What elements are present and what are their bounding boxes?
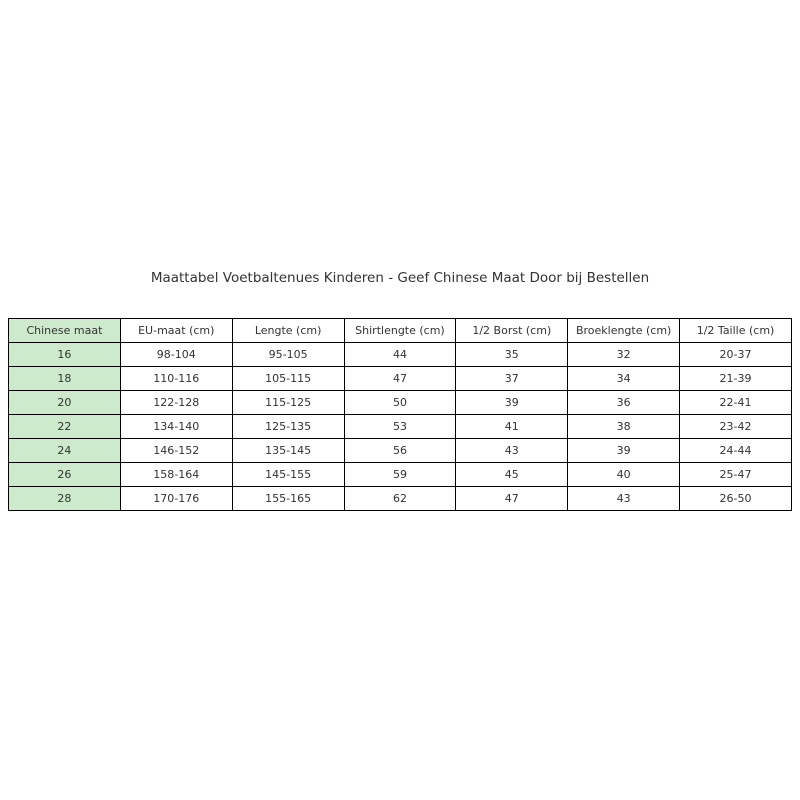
data-cell: 135-145 bbox=[231, 438, 345, 463]
row-label-cell: 28 bbox=[8, 486, 121, 511]
data-cell: 38 bbox=[567, 414, 681, 439]
data-cell: 95-105 bbox=[231, 342, 345, 367]
data-cell: 39 bbox=[455, 390, 569, 415]
header-cell: 1/2 Taille (cm) bbox=[679, 318, 792, 343]
data-cell: 59 bbox=[343, 462, 457, 487]
table-row: 28 170-176 155-165 62 47 43 26-50 bbox=[8, 486, 792, 511]
data-cell: 21-39 bbox=[679, 366, 792, 391]
header-cell: Lengte (cm) bbox=[231, 318, 345, 343]
data-cell: 20-37 bbox=[679, 342, 792, 367]
data-cell: 98-104 bbox=[119, 342, 233, 367]
data-cell: 43 bbox=[567, 486, 681, 511]
data-cell: 115-125 bbox=[231, 390, 345, 415]
table-body: 16 98-104 95-105 44 35 32 20-37 18 110-116 105-11… bbox=[8, 342, 792, 511]
row-label-cell: 22 bbox=[8, 414, 121, 439]
table-row: 24 146-152 135-145 56 43 39 24-44 bbox=[8, 438, 792, 463]
data-cell: 47 bbox=[343, 366, 457, 391]
table-row: 26 158-164 145-155 59 45 40 25-47 bbox=[8, 462, 792, 487]
table-row: 22 134-140 125-135 53 41 38 23-42 bbox=[8, 414, 792, 439]
data-cell: 41 bbox=[455, 414, 569, 439]
size-table: Chinese maat EU-maat (cm) Lengte (cm) Shirt… bbox=[8, 318, 792, 511]
data-cell: 45 bbox=[455, 462, 569, 487]
table-header-row: Chinese maat EU-maat (cm) Lengte (cm) Shirt… bbox=[8, 318, 792, 343]
table-row: 18 110-116 105-115 47 37 34 21-39 bbox=[8, 366, 792, 391]
data-cell: 35 bbox=[455, 342, 569, 367]
data-cell: 25-47 bbox=[679, 462, 792, 487]
data-cell: 170-176 bbox=[119, 486, 233, 511]
table-header: Chinese maat EU-maat (cm) Lengte (cm) Shirt… bbox=[8, 318, 792, 343]
data-cell: 53 bbox=[343, 414, 457, 439]
chart-title: Maattabel Voetbaltenues Kinderen - Geef … bbox=[150, 270, 650, 286]
data-cell: 39 bbox=[567, 438, 681, 463]
row-label-cell: 24 bbox=[8, 438, 121, 463]
data-cell: 62 bbox=[343, 486, 457, 511]
data-cell: 37 bbox=[455, 366, 569, 391]
data-cell: 40 bbox=[567, 462, 681, 487]
row-label-cell: 20 bbox=[8, 390, 121, 415]
data-cell: 146-152 bbox=[119, 438, 233, 463]
data-cell: 125-135 bbox=[231, 414, 345, 439]
data-cell: 36 bbox=[567, 390, 681, 415]
data-cell: 134-140 bbox=[119, 414, 233, 439]
data-cell: 24-44 bbox=[679, 438, 792, 463]
table-row: 16 98-104 95-105 44 35 32 20-37 bbox=[8, 342, 792, 367]
row-label-cell: 18 bbox=[8, 366, 121, 391]
data-cell: 43 bbox=[455, 438, 569, 463]
data-cell: 32 bbox=[567, 342, 681, 367]
data-cell: 105-115 bbox=[231, 366, 345, 391]
data-cell: 110-116 bbox=[119, 366, 233, 391]
header-cell: Shirtlengte (cm) bbox=[343, 318, 457, 343]
data-cell: 23-42 bbox=[679, 414, 792, 439]
data-cell: 22-41 bbox=[679, 390, 792, 415]
header-cell: EU-maat (cm) bbox=[119, 318, 233, 343]
header-cell-row-label: Chinese maat bbox=[8, 318, 121, 343]
data-cell: 145-155 bbox=[231, 462, 345, 487]
header-cell: Broeklengte (cm) bbox=[567, 318, 681, 343]
data-cell: 47 bbox=[455, 486, 569, 511]
data-cell: 34 bbox=[567, 366, 681, 391]
row-label-cell: 16 bbox=[8, 342, 121, 367]
row-label-cell: 26 bbox=[8, 462, 121, 487]
data-cell: 44 bbox=[343, 342, 457, 367]
table-row: 20 122-128 115-125 50 39 36 22-41 bbox=[8, 390, 792, 415]
header-cell: 1/2 Borst (cm) bbox=[455, 318, 569, 343]
data-cell: 26-50 bbox=[679, 486, 792, 511]
data-cell: 155-165 bbox=[231, 486, 345, 511]
data-cell: 122-128 bbox=[119, 390, 233, 415]
data-cell: 158-164 bbox=[119, 462, 233, 487]
data-cell: 56 bbox=[343, 438, 457, 463]
data-cell: 50 bbox=[343, 390, 457, 415]
